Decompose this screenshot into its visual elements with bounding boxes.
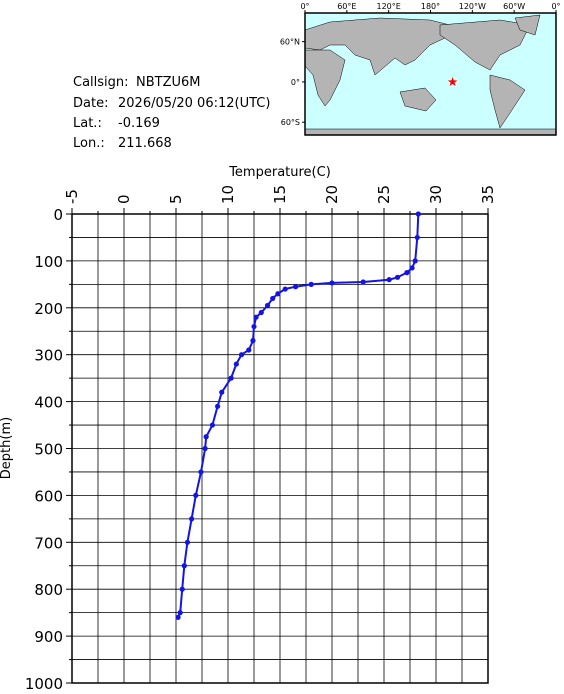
- x-tick-label: 5: [167, 194, 185, 204]
- data-point: [404, 270, 410, 276]
- info-block: Callsign: NBTZU6M Date: 2026/05/20 06:12…: [73, 75, 270, 151]
- data-point: [329, 280, 335, 286]
- x-tick-label: 10: [219, 185, 237, 204]
- data-point: [193, 492, 199, 498]
- y-tick-label: 700: [34, 534, 63, 552]
- data-point: [360, 279, 366, 285]
- data-point: [258, 309, 264, 316]
- map-x-tick-label: 0°: [551, 2, 560, 11]
- lon-label: Lon.:: [73, 136, 105, 151]
- y-tick-label: 900: [34, 628, 63, 646]
- profile-line: [177, 213, 420, 618]
- data-point: [179, 586, 185, 592]
- data-point: [198, 469, 204, 475]
- data-point: [238, 352, 245, 358]
- data-point: [189, 516, 195, 522]
- map: [304, 12, 557, 136]
- data-point: [264, 302, 271, 309]
- data-point: [181, 563, 187, 569]
- lat: -0.169: [118, 116, 160, 131]
- data-point: [202, 445, 208, 452]
- y-tick-label: 200: [34, 300, 63, 318]
- map-x-tick-label: 120°W: [459, 2, 486, 11]
- data-point: [409, 265, 415, 271]
- y-tick-label: 800: [34, 581, 63, 599]
- x-tick-label: 20: [323, 185, 341, 204]
- data-point: [251, 323, 257, 330]
- map-y-tick-label: 0°: [291, 78, 300, 87]
- data-point: [228, 375, 234, 381]
- data-point: [386, 277, 392, 283]
- x-tick-label: 30: [427, 185, 445, 204]
- data-point: [282, 286, 288, 292]
- map-x-tick-label: 120°E: [377, 2, 401, 11]
- x-tick-label: -5: [63, 189, 81, 204]
- y-tick-label: 0: [53, 206, 63, 224]
- date-label: Date:: [73, 96, 108, 111]
- callsign-label: Callsign:: [73, 75, 129, 90]
- data-point: [233, 361, 239, 367]
- data-point: [414, 234, 420, 241]
- map-x-tick-label: 60°W: [503, 2, 525, 11]
- map-x-tick-label: 60°E: [337, 2, 356, 11]
- map-y-tick-label: 60°N: [280, 38, 300, 47]
- map-x-tick-label: 180°: [421, 2, 440, 11]
- data-point: [184, 539, 191, 545]
- y-axis-label: Depth(m): [0, 417, 14, 479]
- callsign: NBTZU6M: [136, 75, 201, 90]
- data-point: [177, 610, 183, 616]
- y-tick-label: 100: [34, 253, 63, 271]
- x-tick-label: 25: [375, 185, 393, 204]
- y-tick-label: 600: [34, 487, 63, 505]
- lat-label: Lat.:: [73, 116, 102, 131]
- map-x-tick-label: 0°: [300, 2, 309, 11]
- x-tick-label: 35: [479, 185, 497, 204]
- data-point: [394, 274, 401, 280]
- data-point: [209, 422, 215, 428]
- data-point: [270, 295, 276, 302]
- x-tick-label: 0: [115, 194, 133, 204]
- location-marker: [447, 77, 458, 86]
- map-y-tick-label: 60°S: [281, 118, 300, 127]
- date: 2026/05/20 06:12(UTC): [118, 96, 270, 111]
- data-point: [308, 281, 314, 287]
- x-tick-label: 15: [271, 185, 289, 204]
- data-point: [275, 291, 281, 297]
- data-point: [219, 389, 225, 395]
- data-point: [175, 614, 181, 620]
- data-point: [250, 338, 256, 344]
- data-point: [246, 347, 252, 353]
- y-tick-label: 1000: [25, 675, 63, 690]
- data-point: [293, 284, 299, 290]
- x-axis-label: Temperature(C): [228, 165, 331, 180]
- data-point: [215, 403, 221, 409]
- y-tick-label: 300: [34, 347, 63, 365]
- y-tick-label: 400: [34, 394, 63, 412]
- data-point: [203, 434, 209, 440]
- land: [304, 14, 557, 136]
- data-point: [253, 314, 259, 320]
- lon: 211.668: [118, 136, 172, 151]
- data-point: [412, 258, 418, 264]
- y-tick-label: 500: [34, 441, 63, 459]
- data-point: [415, 211, 421, 217]
